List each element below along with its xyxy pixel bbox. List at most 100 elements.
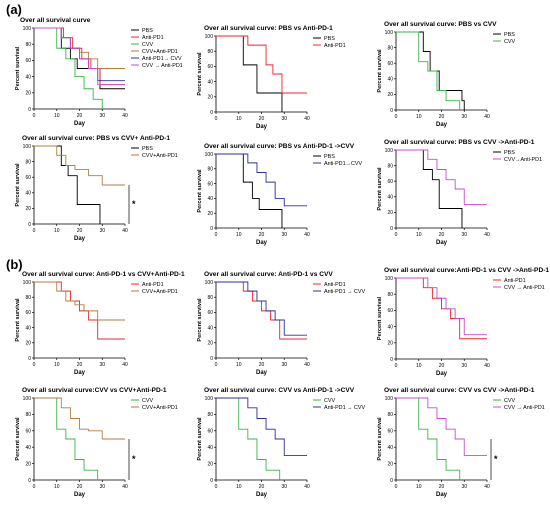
y-tick-label: 20 bbox=[25, 206, 31, 212]
significance-marker: * bbox=[132, 199, 136, 209]
x-tick-label: 30 bbox=[461, 114, 467, 120]
x-tick-label: 20 bbox=[439, 484, 445, 490]
x-tick-label: 30 bbox=[461, 232, 467, 238]
y-tick-label: 40 bbox=[387, 195, 393, 201]
x-tick-label: 0 bbox=[215, 362, 218, 368]
y-tick-label: 100 bbox=[385, 30, 394, 36]
y-tick-label: 40 bbox=[25, 325, 31, 331]
chart-title: Over all survival curve: PBS vs CVV bbox=[384, 21, 497, 28]
legend-label: PBS bbox=[504, 150, 515, 156]
x-tick-label: 0 bbox=[395, 484, 398, 490]
y-tick-label: 100 bbox=[205, 396, 214, 402]
x-tick-label: 10 bbox=[416, 114, 422, 120]
legend-label: CVV→Anti-PD1 bbox=[504, 157, 542, 163]
series-line-1 bbox=[216, 35, 283, 112]
x-tick-label: 40 bbox=[122, 362, 128, 368]
x-tick-label: 10 bbox=[236, 232, 242, 238]
chart-5: Over all survival curve: PBS vs Anti-PD-… bbox=[197, 143, 362, 246]
y-axis-label: Percent survival bbox=[377, 49, 383, 93]
x-axis-label: Day bbox=[74, 492, 86, 498]
y-tick-label: 20 bbox=[387, 210, 393, 216]
x-tick-label: 0 bbox=[33, 484, 36, 490]
legend-label: CVV+Anti-PD1 bbox=[142, 405, 178, 411]
significance-marker: * bbox=[132, 454, 136, 464]
axes bbox=[395, 278, 487, 360]
x-tick-label: 10 bbox=[416, 363, 422, 369]
legend-label: CVV bbox=[142, 398, 153, 404]
x-tick-label: 20 bbox=[77, 113, 83, 119]
y-tick-label: 0 bbox=[210, 110, 213, 116]
x-tick-label: 30 bbox=[99, 228, 105, 234]
y-tick-label: 100 bbox=[23, 144, 32, 150]
y-tick-label: 100 bbox=[23, 280, 32, 286]
series-line-1 bbox=[34, 145, 101, 224]
chart-3: Over all survival curve: PBS vs CVV 0 20 40… bbox=[377, 21, 515, 128]
x-tick-label: 10 bbox=[54, 113, 60, 119]
y-tick-label: 60 bbox=[387, 179, 393, 185]
series-line-1 bbox=[216, 397, 281, 480]
legend-label: Anti-PD1→CVV bbox=[324, 161, 362, 167]
chart-title: Over all survival curve:Anti-PD-1 vs CVV… bbox=[384, 267, 549, 274]
y-axis-label: Percent survival bbox=[15, 46, 21, 90]
legend-label: Anti-PD1 bbox=[504, 278, 526, 284]
x-tick-label: 30 bbox=[99, 113, 105, 119]
x-tick-label: 40 bbox=[122, 484, 128, 490]
x-tick-label: 30 bbox=[461, 363, 467, 369]
y-tick-label: 40 bbox=[387, 77, 393, 83]
y-tick-label: 60 bbox=[25, 58, 31, 64]
x-tick-label: 10 bbox=[236, 116, 242, 122]
chart-2: Over all survival curve: PBS vs Anti-PD-… bbox=[197, 25, 346, 130]
x-axis-label: Day bbox=[256, 492, 268, 498]
legend-label: PBS bbox=[142, 28, 153, 34]
x-tick-label: 10 bbox=[54, 228, 60, 234]
y-tick-label: 0 bbox=[28, 356, 31, 362]
chart-7: Over all survival curve: Anti-PD-1 vs CV… bbox=[15, 271, 185, 376]
x-tick-label: 40 bbox=[304, 362, 310, 368]
y-tick-label: 100 bbox=[205, 34, 214, 40]
series-line-1 bbox=[396, 277, 487, 340]
x-axis-label: Day bbox=[74, 370, 86, 376]
y-tick-label: 80 bbox=[207, 167, 213, 173]
y-tick-label: 20 bbox=[25, 91, 31, 97]
legend-label: Anti-PD1 bbox=[142, 282, 164, 288]
y-tick-label: 80 bbox=[387, 292, 393, 298]
x-tick-label: 10 bbox=[416, 232, 422, 238]
y-tick-label: 100 bbox=[385, 396, 394, 402]
y-tick-label: 60 bbox=[387, 429, 393, 435]
x-tick-label: 0 bbox=[33, 362, 36, 368]
y-tick-label: 20 bbox=[387, 461, 393, 467]
x-axis-label: Day bbox=[436, 492, 448, 498]
y-tick-label: 20 bbox=[207, 95, 213, 101]
legend-label: Anti-PD1 → CVV bbox=[324, 289, 365, 295]
legend-label: CVV bbox=[142, 42, 153, 48]
x-tick-label: 10 bbox=[416, 484, 422, 490]
series-line-2 bbox=[216, 281, 307, 336]
y-axis-label: Percent survival bbox=[197, 52, 203, 96]
y-tick-label: 80 bbox=[25, 42, 31, 48]
x-tick-label: 40 bbox=[484, 232, 490, 238]
x-tick-label: 20 bbox=[259, 116, 265, 122]
legend-label: CVV+Anti-PD1 bbox=[142, 289, 178, 295]
x-tick-label: 40 bbox=[122, 113, 128, 119]
axes bbox=[215, 398, 307, 481]
legend-label: Anti-PD1 bbox=[324, 43, 346, 49]
series-line-2 bbox=[396, 31, 461, 110]
x-axis-label: Day bbox=[436, 240, 448, 246]
series-line-2 bbox=[34, 397, 125, 440]
chart-title: Over all survival curve: Anti-PD-1 vs CV… bbox=[204, 271, 333, 278]
x-tick-label: 30 bbox=[99, 362, 105, 368]
x-tick-label: 10 bbox=[54, 362, 60, 368]
y-tick-label: 100 bbox=[385, 148, 394, 154]
x-tick-label: 30 bbox=[281, 232, 287, 238]
x-tick-label: 20 bbox=[259, 484, 265, 490]
y-tick-label: 40 bbox=[25, 445, 31, 451]
chart-title: Over all survival curve: PBS vs Anti-PD-… bbox=[204, 25, 333, 32]
y-tick-label: 60 bbox=[207, 181, 213, 187]
series-line-1 bbox=[396, 397, 461, 480]
x-tick-label: 20 bbox=[77, 362, 83, 368]
x-tick-label: 0 bbox=[395, 114, 398, 120]
y-tick-label: 60 bbox=[25, 175, 31, 181]
chart-1: Over all survival curve 0 20 40 60 80 100 0 10 20… bbox=[15, 17, 183, 127]
y-tick-label: 20 bbox=[387, 92, 393, 98]
axes bbox=[215, 154, 307, 229]
